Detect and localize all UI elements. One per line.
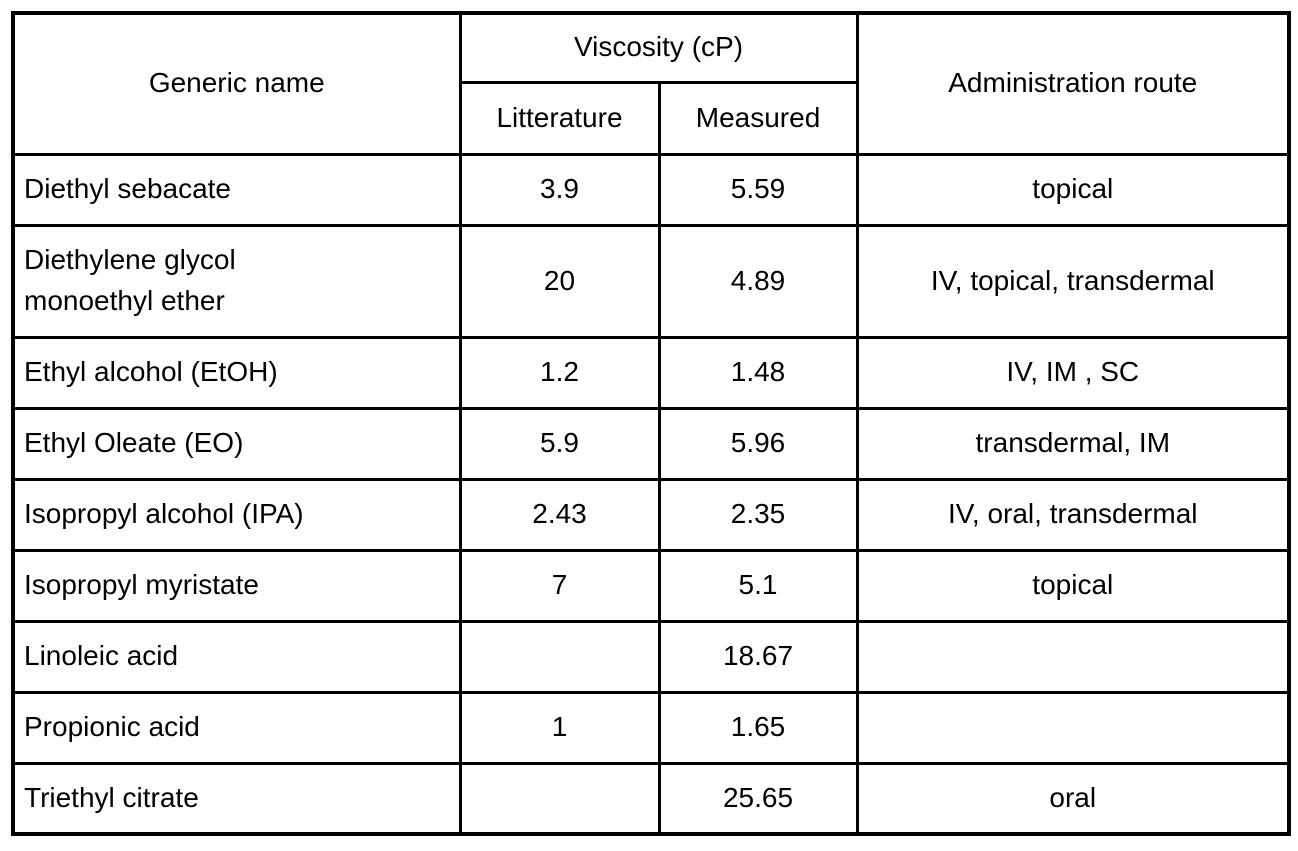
cell-viscosity-measured: 4.89 <box>657 223 859 339</box>
cell-generic-name: Ethyl alcohol (EtOH) <box>11 335 462 410</box>
viscosity-table-container: Generic name Viscosity (cP) Administrati… <box>11 11 1292 836</box>
cell-generic-name: Ethyl Oleate (EO) <box>11 406 462 481</box>
cell-viscosity-measured: 18.67 <box>657 619 859 694</box>
table-row: Propionic acid 1 1.65 <box>11 690 1291 765</box>
table-row: Ethyl alcohol (EtOH) 1.2 1.48 IV, IM , S… <box>11 335 1291 410</box>
viscosity-table: Generic name Viscosity (cP) Administrati… <box>11 11 1292 836</box>
cell-viscosity-litterature: 2.43 <box>458 477 661 552</box>
cell-generic-name: Triethyl citrate <box>11 761 462 836</box>
cell-viscosity-measured: 2.35 <box>657 477 859 552</box>
cell-viscosity-litterature: 7 <box>458 548 661 623</box>
cell-generic-name: Isopropyl myristate <box>11 548 462 623</box>
cell-viscosity-measured: 5.1 <box>657 548 859 623</box>
cell-viscosity-litterature: 5.9 <box>458 406 661 481</box>
table-row: Triethyl citrate 25.65 oral <box>11 761 1291 836</box>
cell-generic-name: Diethylene glycol monoethyl ether <box>11 223 462 339</box>
column-header-administration-route: Administration route <box>855 11 1291 156</box>
column-header-litterature: Litterature <box>458 80 661 156</box>
table-row: Linoleic acid 18.67 <box>11 619 1291 694</box>
header-row-top: Generic name Viscosity (cP) Administrati… <box>11 11 1291 156</box>
cell-generic-name: Propionic acid <box>11 690 462 765</box>
header-row-sub: Litterature Measured <box>13 80 1289 156</box>
table-row: Diethylene glycol monoethyl ether 20 4.8… <box>11 223 1291 339</box>
cell-viscosity-measured: 5.59 <box>657 152 859 227</box>
cell-viscosity-litterature <box>458 619 661 694</box>
cell-viscosity-litterature <box>458 761 661 836</box>
cell-viscosity-litterature: 20 <box>458 223 661 339</box>
table-row: Diethyl sebacate 3.9 5.59 topical <box>11 152 1291 227</box>
cell-administration-route: IV, IM , SC <box>855 335 1291 410</box>
cell-generic-name: Linoleic acid <box>11 619 462 694</box>
cell-viscosity-litterature: 1 <box>458 690 661 765</box>
cell-generic-name: Isopropyl alcohol (IPA) <box>11 477 462 552</box>
cell-viscosity-measured: 1.48 <box>657 335 859 410</box>
cell-generic-name: Diethyl sebacate <box>11 152 462 227</box>
cell-administration-route: topical <box>855 548 1291 623</box>
cell-administration-route: IV, oral, transdermal <box>855 477 1291 552</box>
column-header-generic-name: Generic name <box>11 11 462 156</box>
cell-viscosity-measured: 25.65 <box>657 761 859 836</box>
column-header-measured: Measured <box>657 80 859 156</box>
cell-viscosity-measured: 5.96 <box>657 406 859 481</box>
cell-administration-route <box>855 619 1291 694</box>
table-row: Ethyl Oleate (EO) 5.9 5.96 transdermal, … <box>11 406 1291 481</box>
cell-viscosity-measured: 1.65 <box>657 690 859 765</box>
cell-viscosity-litterature: 1.2 <box>458 335 661 410</box>
cell-administration-route: IV, topical, transdermal <box>855 223 1291 339</box>
table-row: Isopropyl alcohol (IPA) 2.43 2.35 IV, or… <box>11 477 1291 552</box>
table-row: Isopropyl myristate 7 5.1 topical <box>11 548 1291 623</box>
cell-administration-route: transdermal, IM <box>855 406 1291 481</box>
cell-administration-route <box>855 690 1291 765</box>
cell-administration-route: topical <box>855 152 1291 227</box>
cell-administration-route: oral <box>855 761 1291 836</box>
cell-viscosity-litterature: 3.9 <box>458 152 661 227</box>
column-header-viscosity-group: Viscosity (cP) <box>458 11 859 84</box>
